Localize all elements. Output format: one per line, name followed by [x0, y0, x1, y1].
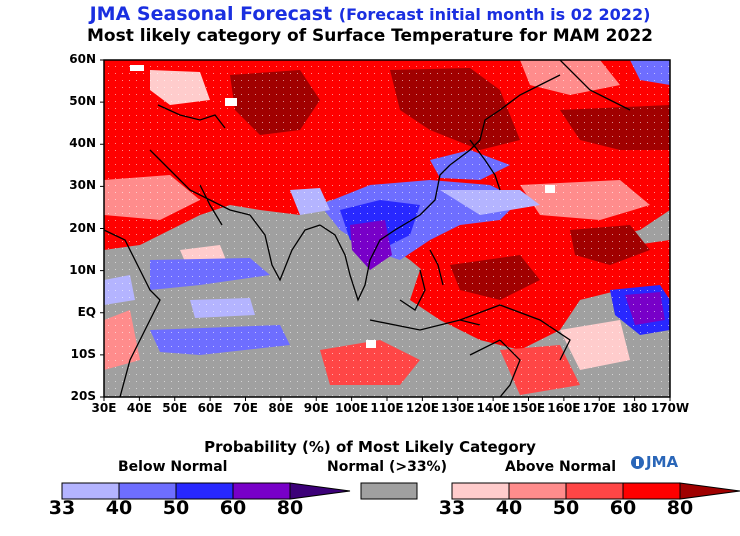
lon-label: 170W: [650, 401, 690, 415]
lat-label: EQ: [77, 304, 96, 319]
lon-label: 100E: [335, 401, 369, 415]
lon-label: 60E: [197, 401, 223, 415]
legend-tick-label: 80: [276, 497, 304, 519]
lon-label: 180: [622, 401, 648, 415]
legend-normal-label: Normal (>33%): [327, 459, 447, 475]
legend-tick-label: 33: [438, 497, 466, 519]
chart-subtitle: Most likely category of Surface Temperat…: [87, 26, 653, 46]
lon-label: 70E: [233, 401, 258, 415]
lat-label: 50N: [69, 94, 96, 109]
lon-label: 40E: [126, 401, 152, 415]
legend-tick-label: 50: [162, 497, 190, 519]
legend-normal-swatch: [360, 482, 418, 500]
lat-label: 40N: [69, 136, 96, 151]
chart-title: JMA Seasonal Forecast (Forecast initial …: [0, 3, 740, 25]
lat-label: 20N: [69, 220, 96, 235]
title-sub: (Forecast initial month is 02 2022): [338, 5, 651, 24]
legend-title: Probability (%) of Most Likely Category: [204, 438, 536, 456]
lat-label: 10N: [69, 262, 96, 277]
coastlines: [104, 60, 631, 397]
lon-label: 150E: [511, 401, 546, 415]
legend-tick-label: 80: [666, 497, 694, 519]
legend-below-label: Below Normal: [118, 459, 228, 475]
lon-label: 110E: [370, 401, 404, 415]
lat-label: 10S: [70, 346, 96, 361]
legend-tick-label: 40: [105, 497, 133, 519]
legend-above-label: Above Normal: [505, 459, 617, 475]
lat-label: 20S: [70, 389, 96, 403]
legend-below-bar: [61, 482, 351, 500]
title-main: JMA Seasonal Forecast: [89, 3, 333, 25]
lon-label: 160E: [547, 401, 581, 415]
legend-tick-label: 60: [219, 497, 247, 519]
legend-tick-label: 50: [552, 497, 580, 519]
legend-above-bar: [451, 482, 740, 500]
lon-label: 30E: [91, 401, 117, 415]
legend-tick-label: 40: [495, 497, 523, 519]
legend-arrow: [289, 482, 351, 500]
lat-label: 30N: [69, 178, 96, 193]
lon-label: 140E: [476, 401, 510, 415]
jma-logo-icon: [631, 455, 644, 469]
jma-logo: JMA: [631, 453, 678, 471]
lon-label: 130E: [441, 401, 475, 415]
lon-label: 50E: [162, 401, 188, 415]
legend-tick-label: 33: [48, 497, 76, 519]
lon-label: 120E: [405, 401, 439, 415]
jma-logo-text: JMA: [646, 453, 679, 471]
lon-label: 80E: [268, 401, 294, 415]
lon-label: 90E: [303, 401, 329, 415]
lat-label: 60N: [69, 52, 96, 66]
lon-label: 170E: [582, 401, 616, 415]
legend-tick-label: 60: [609, 497, 637, 519]
legend-arrow: [679, 482, 740, 500]
